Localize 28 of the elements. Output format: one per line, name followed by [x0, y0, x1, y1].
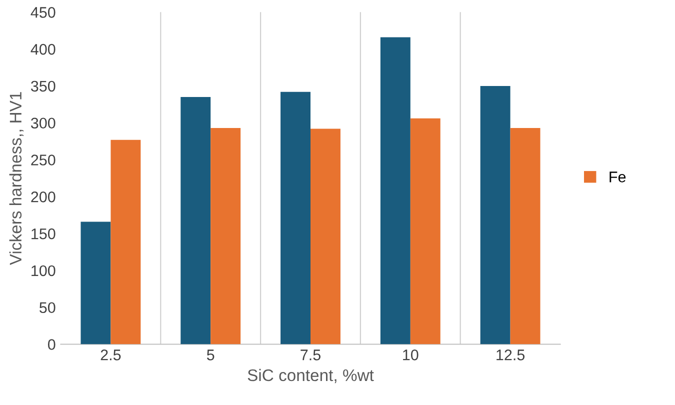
- bar: [380, 37, 410, 344]
- x-tick-label: 5: [206, 350, 214, 360]
- y-tick-label: 100: [32, 265, 56, 276]
- x-tick-label: 7.5: [300, 350, 320, 360]
- y-tick-label: 300: [30, 118, 56, 129]
- bar: [110, 140, 141, 344]
- bar: [480, 86, 510, 344]
- y-tick-label: 50: [40, 302, 56, 314]
- bar: [410, 118, 440, 344]
- y-tick-label: 200: [31, 192, 56, 202]
- bar: [180, 97, 211, 344]
- y-tick-label: 250: [31, 154, 56, 166]
- bar: [310, 128, 340, 344]
- x-axis-title: SiC content, %wt: [248, 368, 374, 384]
- y-tick-label: 400: [30, 44, 56, 55]
- x-tick-label: 12.5: [496, 350, 525, 360]
- x-tick-label: 2.5: [100, 350, 121, 360]
- bar: [210, 128, 241, 344]
- bar: [80, 222, 111, 344]
- y-tick-label: 0: [48, 339, 56, 350]
- y-tick-label: 350: [30, 80, 56, 92]
- bar: [280, 92, 310, 344]
- bar: [510, 128, 540, 344]
- legend-label: Fe: [610, 172, 626, 182]
- y-tick-label: 150: [32, 228, 56, 240]
- y-tick-label: 450: [30, 7, 56, 18]
- y-axis-title: Vickers hardness,, HV1: [9, 92, 24, 266]
- x-tick-label: 10: [403, 350, 418, 360]
